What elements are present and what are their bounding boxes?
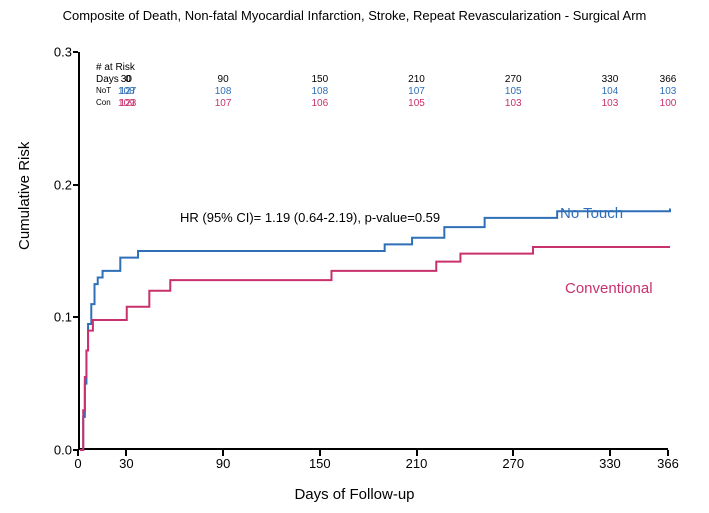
- x-tick-mark: [125, 450, 127, 456]
- risk-value: 106: [311, 98, 328, 109]
- y-tick-mark: [73, 51, 78, 53]
- hazard-ratio-text: HR (95% CI)= 1.19 (0.64-2.19), p-value=0…: [180, 210, 440, 225]
- x-tick-label: 150: [309, 456, 331, 471]
- plot-area: [78, 52, 668, 450]
- chart-container: Composite of Death, Non-fatal Myocardial…: [0, 0, 709, 513]
- x-tick-mark: [609, 450, 611, 456]
- risk-value: 108: [118, 86, 135, 97]
- chart-svg: [80, 52, 668, 448]
- risk-value: 105: [408, 98, 425, 109]
- x-tick-label: 330: [599, 456, 621, 471]
- x-tick-label: 0: [74, 456, 81, 471]
- x-axis-label: Days of Follow-up: [0, 486, 709, 503]
- risk-value: 100: [660, 98, 677, 109]
- x-tick-mark: [512, 450, 514, 456]
- risk-value: 105: [505, 86, 522, 97]
- risk-days-label: Days: [96, 74, 119, 85]
- series-label-conventional: Conventional: [565, 280, 653, 297]
- risk-value: 103: [505, 98, 522, 109]
- risk-day: 30: [121, 74, 132, 85]
- series-conventional: [80, 247, 670, 450]
- x-tick-label: 366: [657, 456, 679, 471]
- x-tick-label: 210: [406, 456, 428, 471]
- risk-value: 108: [215, 86, 232, 97]
- risk-day: 366: [660, 74, 677, 85]
- series-label-no_touch: No Touch: [560, 205, 623, 222]
- risk-row-label: Con: [96, 98, 111, 107]
- risk-day: 330: [602, 74, 619, 85]
- y-tick-label: 0.3: [48, 45, 72, 60]
- chart-title: Composite of Death, Non-fatal Myocardial…: [0, 8, 709, 23]
- y-tick-label: 0.1: [48, 310, 72, 325]
- risk-value: 103: [602, 98, 619, 109]
- x-tick-mark: [222, 450, 224, 456]
- risk-value: 109: [118, 98, 135, 109]
- risk-value: 107: [215, 98, 232, 109]
- risk-row-label: NoT: [96, 86, 111, 95]
- x-tick-mark: [667, 450, 669, 456]
- x-tick-label: 30: [119, 456, 133, 471]
- y-axis-label: Cumulative Risk: [16, 142, 33, 250]
- risk-value: 104: [602, 86, 619, 97]
- series-no_touch: [80, 209, 670, 450]
- x-tick-mark: [416, 450, 418, 456]
- y-tick-mark: [73, 184, 78, 186]
- x-tick-mark: [77, 450, 79, 456]
- risk-day: 150: [311, 74, 328, 85]
- risk-day: 210: [408, 74, 425, 85]
- y-tick-label: 0.2: [48, 177, 72, 192]
- risk-value: 107: [408, 86, 425, 97]
- risk-value: 108: [311, 86, 328, 97]
- y-tick-label: 0.0: [48, 443, 72, 458]
- y-tick-mark: [73, 316, 78, 318]
- x-tick-label: 270: [502, 456, 524, 471]
- risk-value: 103: [660, 86, 677, 97]
- risk-day: 270: [505, 74, 522, 85]
- risk-day: 90: [218, 74, 229, 85]
- risk-header: # at Risk: [96, 62, 135, 73]
- x-tick-label: 90: [216, 456, 230, 471]
- x-tick-mark: [319, 450, 321, 456]
